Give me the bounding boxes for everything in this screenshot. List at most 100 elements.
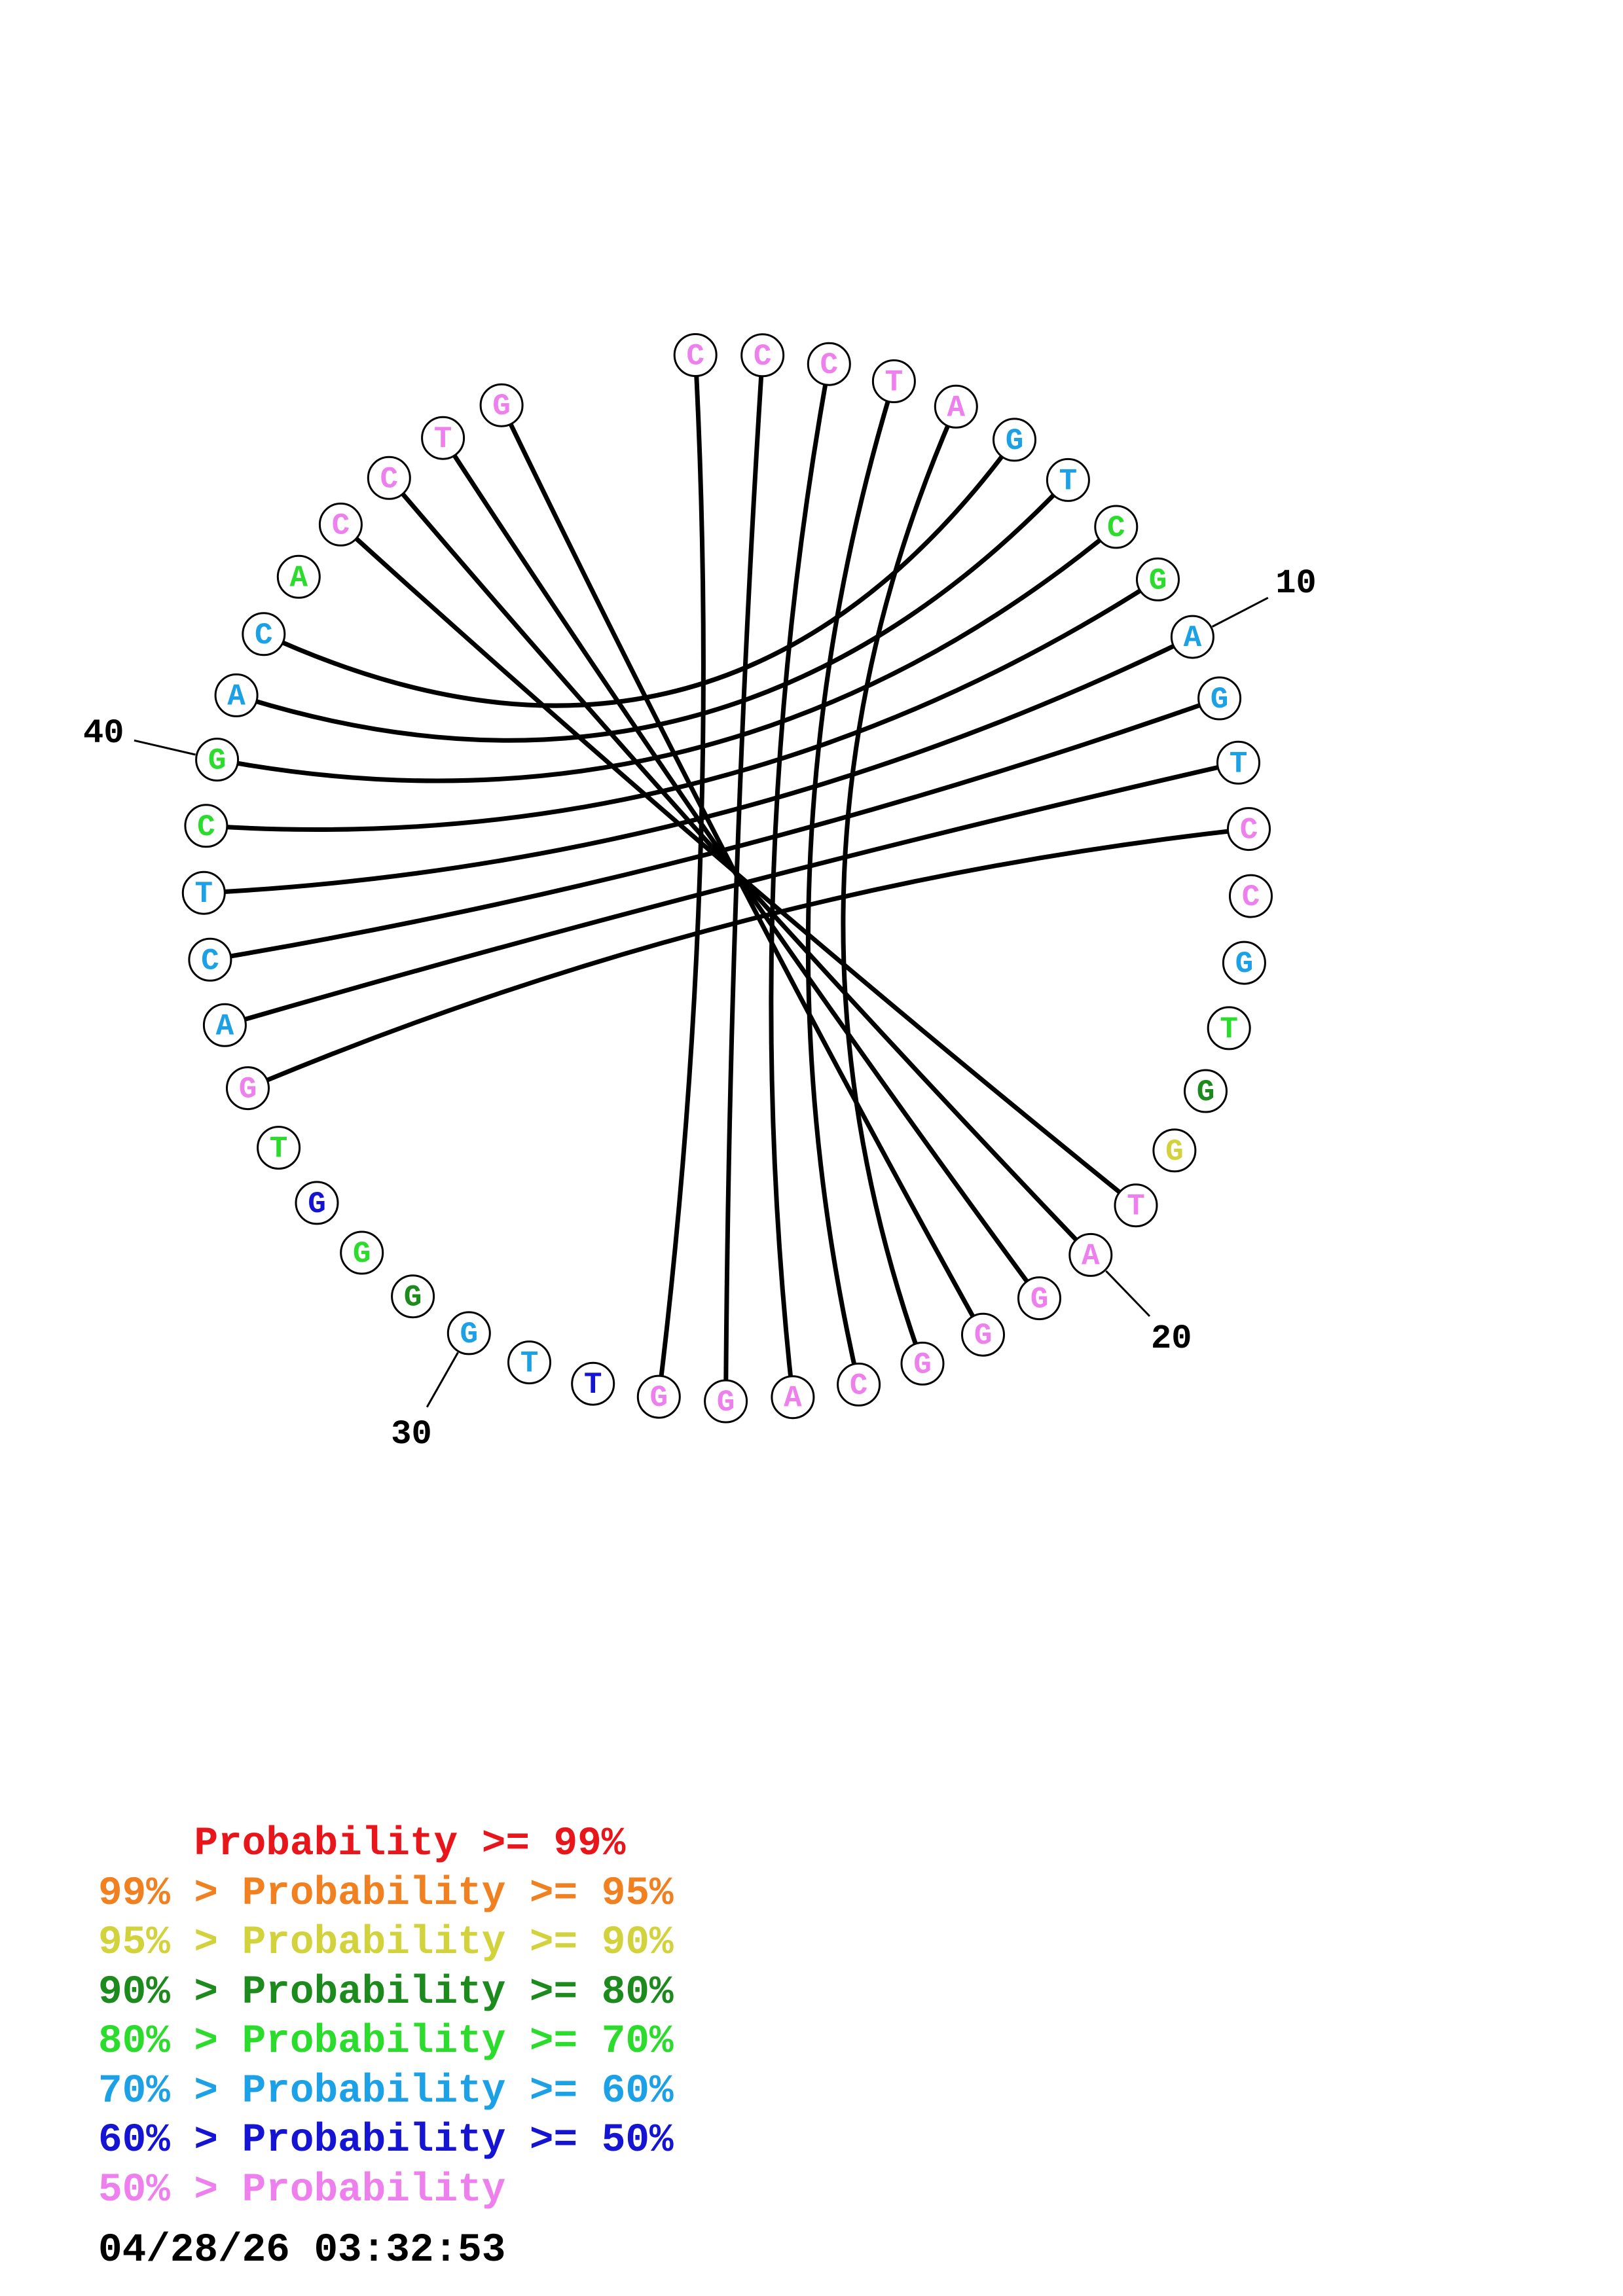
legend-text: Probability >= 99% <box>194 1821 626 1867</box>
nucleotide-letter: G <box>353 1237 371 1271</box>
nucleotide: G <box>636 1374 681 1419</box>
nucleotide-circle <box>202 1003 247 1047</box>
bond-4-24 <box>805 379 896 1387</box>
nucleotide-letter: G <box>239 1073 257 1107</box>
nucleotide-circle <box>181 870 226 915</box>
nucleotide: G <box>961 1312 1005 1357</box>
nucleotide: T <box>1114 1183 1158 1228</box>
nucleotide-letter: T <box>270 1132 288 1166</box>
nucleotide-letter: T <box>1127 1190 1145 1224</box>
nucleotide: A <box>276 554 321 599</box>
nucleotide: G <box>195 738 240 782</box>
legend-text: Probability <box>242 2167 506 2213</box>
position-label-20: 20 <box>1151 1319 1192 1358</box>
legend-prefix <box>98 1821 194 1867</box>
nucleotide-letter: C <box>332 509 350 543</box>
probability-legend: Probability >= 99% 99% > Probability >= 9… <box>98 1820 674 2215</box>
legend-row: 50% > Probability <box>98 2166 674 2215</box>
nucleotide: C <box>837 1362 881 1407</box>
nucleotide: T <box>1207 1006 1251 1050</box>
legend-row: 60% > Probability >= 50% <box>98 2116 674 2166</box>
base-pair-bonds <box>201 353 1251 1404</box>
nucleotide-circle <box>1017 1276 1061 1321</box>
nucleotide-circle <box>1046 457 1090 502</box>
nucleotide-letter: C <box>380 462 398 496</box>
nucleotide-circle <box>1184 1069 1228 1113</box>
legend-prefix: 90% > <box>98 1969 242 2015</box>
bond-8-40 <box>215 524 1119 783</box>
nucleotide-circle <box>1136 557 1180 601</box>
nucleotide: C <box>1229 874 1273 918</box>
nucleotide-letter: T <box>1220 1013 1238 1047</box>
nucleotide-circle <box>276 554 321 599</box>
position-markers: 10 20 30 40 <box>83 564 1317 1454</box>
nucleotide: C <box>184 804 228 848</box>
legend-text: Probability >= 90% <box>242 1920 674 1965</box>
bond-3-25 <box>769 361 831 1400</box>
nucleotide: C <box>740 333 785 378</box>
bond-22-47 <box>499 403 985 1337</box>
nucleotide-circle <box>195 738 240 782</box>
nucleotide: G <box>704 1379 748 1424</box>
nucleotide-letter: T <box>885 366 903 400</box>
nucleotide-circle <box>295 1181 339 1225</box>
nucleotide-circle <box>673 333 718 377</box>
nucleotide: G <box>1136 557 1180 601</box>
nucleotide: C <box>188 937 232 982</box>
nucleotide: G <box>226 1066 270 1111</box>
nucleotide: A <box>1170 615 1214 659</box>
nucleotide-letter: A <box>1184 621 1202 655</box>
nucleotide: C <box>367 456 411 500</box>
nucleotide: G <box>340 1230 384 1275</box>
nucleotide: T <box>421 416 465 460</box>
nucleotide-letter: C <box>1242 880 1260 914</box>
nucleotide-circle <box>1170 615 1214 659</box>
legend-text: Probability >= 70% <box>242 2019 674 2064</box>
nucleotide-letter: G <box>1006 424 1024 458</box>
nucleotide-letter: A <box>947 391 965 425</box>
nucleotide: G <box>391 1274 435 1319</box>
legend-row: 99% > Probability >= 95% <box>98 1869 674 1919</box>
nucleotide-letter: A <box>289 561 308 595</box>
nucleotide-circle <box>226 1066 270 1111</box>
nucleotide-letter: G <box>492 389 511 423</box>
nucleotide: A <box>934 384 978 429</box>
bond-1-27 <box>656 353 706 1399</box>
bond-10-38 <box>201 634 1195 895</box>
nucleotide: C <box>318 502 363 547</box>
nucleotide-letter: T <box>434 422 452 456</box>
nucleotide: G <box>1184 1069 1228 1113</box>
legend-text: Probability >= 80% <box>242 1969 674 2015</box>
nucleotide-circle <box>479 383 524 427</box>
legend-prefix: 99% > <box>98 1871 242 1916</box>
nucleotide-letter: C <box>820 348 838 382</box>
position-label-40: 40 <box>83 714 124 753</box>
nucleotide-circle <box>1068 1232 1113 1277</box>
legend-prefix: 70% > <box>98 2068 242 2114</box>
nucleotide: C <box>242 612 286 656</box>
nucleotide-letter: A <box>1082 1239 1100 1273</box>
timestamp: 04/28/26 03:32:53 <box>98 2228 506 2273</box>
nucleotide-circle <box>900 1341 945 1386</box>
nucleotide: G <box>1197 676 1242 721</box>
nucleotide-letter: A <box>216 1009 234 1043</box>
nucleotide-circle <box>257 1126 301 1170</box>
legend-prefix: 95% > <box>98 1920 242 1965</box>
nucleotide: C <box>1094 505 1139 549</box>
bond-6-42 <box>261 437 1017 708</box>
nucleotide-letter: G <box>460 1318 478 1352</box>
nucleotide: A <box>1068 1232 1113 1277</box>
legend-row: 80% > Probability >= 70% <box>98 2017 674 2067</box>
nucleotide-letter: T <box>584 1368 602 1402</box>
nucleotide: G <box>479 383 524 427</box>
nucleotide-letter: T <box>1059 464 1078 498</box>
nucleotide-letter: G <box>208 744 227 778</box>
nucleotide-circle <box>993 418 1036 462</box>
nucleotide-circle <box>1152 1128 1197 1173</box>
nucleotide-circle <box>871 359 916 403</box>
nucleotide-circle <box>934 384 978 429</box>
nucleotide-circle <box>740 333 785 378</box>
nucleotide-circle <box>391 1274 435 1319</box>
bond-21-46 <box>441 435 1042 1301</box>
nucleotide-letter: G <box>1235 947 1254 981</box>
